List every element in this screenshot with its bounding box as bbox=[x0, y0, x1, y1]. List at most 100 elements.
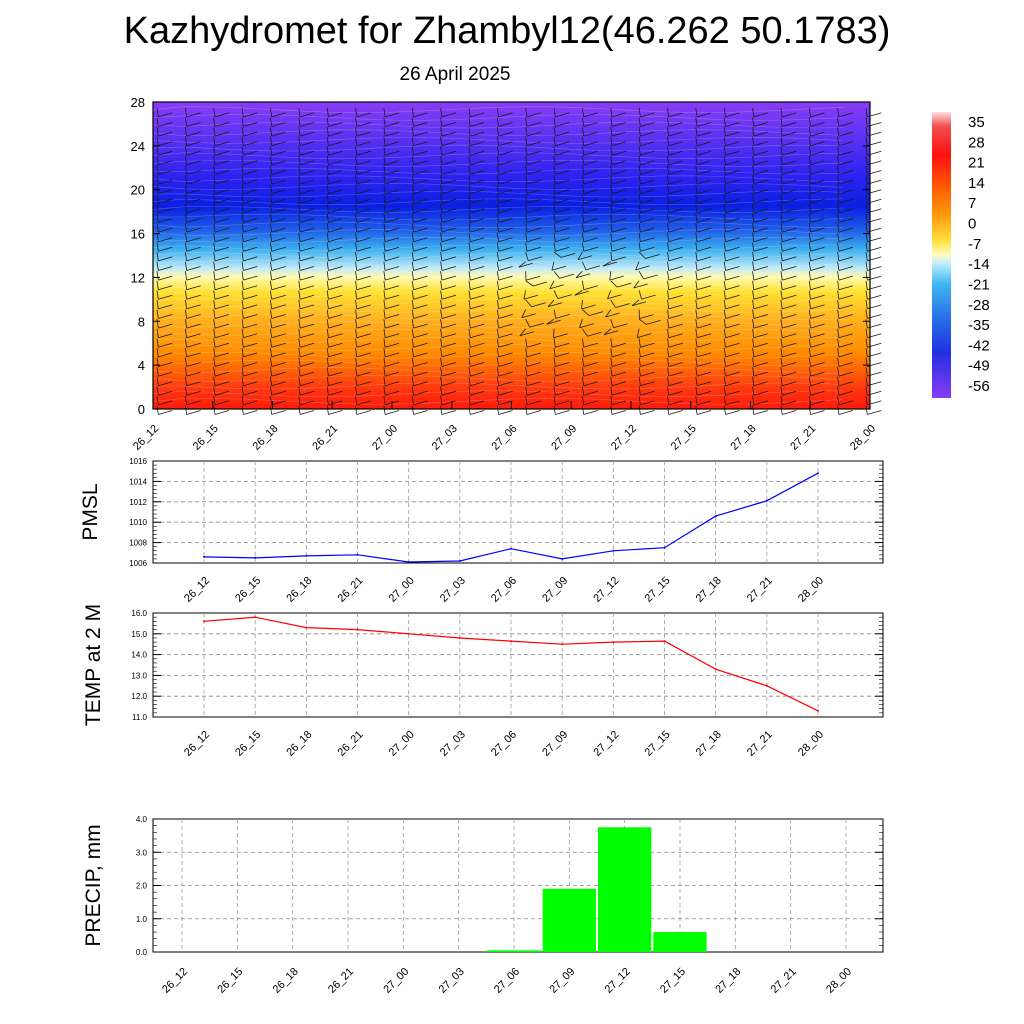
wind-barb bbox=[185, 184, 201, 195]
wind-barb bbox=[270, 251, 286, 262]
wind-barb bbox=[468, 242, 485, 252]
wind-barb bbox=[270, 136, 286, 147]
wind-barb bbox=[695, 184, 712, 195]
wind-barb bbox=[355, 251, 371, 262]
wind-barb bbox=[723, 338, 740, 348]
contour-line bbox=[152, 313, 844, 321]
wind-barb bbox=[440, 136, 457, 147]
wind-barb bbox=[837, 194, 854, 204]
wind-barb bbox=[723, 175, 740, 185]
wind-barb bbox=[695, 251, 712, 262]
wind-barb bbox=[383, 136, 400, 147]
wind-barb bbox=[440, 395, 457, 406]
wind-barb bbox=[780, 107, 797, 118]
heat-x-tick-label: 26_15 bbox=[191, 423, 221, 453]
wind-barb bbox=[579, 319, 594, 329]
y-tick-label: 1014 bbox=[129, 477, 147, 486]
wind-barb bbox=[241, 386, 258, 396]
y-tick-label: 3.0 bbox=[136, 848, 148, 857]
wind-barb bbox=[752, 223, 768, 233]
wind-barb bbox=[298, 117, 315, 127]
wind-barb bbox=[383, 309, 400, 319]
wind-barb bbox=[383, 271, 400, 281]
precip-panel: 0.0 1.0 2.0 3.0 4.0 26_12 26_15 26_18 26_21 27_00… bbox=[82, 815, 884, 996]
wind-barb bbox=[752, 347, 768, 358]
wind-barb bbox=[411, 386, 428, 396]
wind-barb bbox=[525, 242, 542, 252]
wind-barb bbox=[440, 165, 457, 175]
wind-barb bbox=[638, 136, 655, 147]
wind-barb bbox=[808, 146, 825, 156]
wind-barb bbox=[156, 155, 173, 166]
wind-barb bbox=[213, 271, 230, 281]
wind-barb bbox=[667, 261, 683, 271]
wind-barb bbox=[298, 328, 315, 339]
wind-barb bbox=[241, 107, 258, 118]
wind-barb bbox=[638, 232, 655, 243]
wind-barb bbox=[808, 203, 825, 214]
wind-barb bbox=[865, 405, 882, 415]
wind-barb bbox=[440, 232, 457, 243]
wind-barb bbox=[780, 376, 797, 387]
wind-barb bbox=[355, 155, 371, 166]
wind-barb bbox=[298, 194, 315, 204]
series-point bbox=[254, 556, 257, 559]
wind-barb bbox=[610, 155, 627, 166]
y-tick-label: 4.0 bbox=[136, 815, 148, 824]
wind-barb bbox=[411, 194, 428, 204]
wind-barb bbox=[610, 299, 630, 308]
wind-barb bbox=[610, 117, 627, 127]
wind-barb bbox=[440, 405, 457, 415]
wind-barb bbox=[808, 165, 825, 175]
wind-barb bbox=[837, 395, 854, 406]
wind-barb bbox=[468, 319, 485, 329]
wind-barb bbox=[582, 232, 598, 243]
x-tick-label: 28_00 bbox=[824, 966, 854, 996]
series-point bbox=[203, 620, 205, 623]
wind-barb bbox=[752, 107, 768, 118]
wind-barb bbox=[752, 136, 768, 147]
wind-barb bbox=[326, 251, 343, 262]
wind-barb bbox=[752, 261, 768, 271]
y-tick-label: 1006 bbox=[129, 559, 147, 568]
series-point bbox=[714, 515, 717, 518]
heat-x-tick-label: 27_00 bbox=[370, 423, 400, 453]
y-tick-label: 1.0 bbox=[136, 915, 148, 924]
wind-barb bbox=[837, 309, 854, 319]
wind-barb bbox=[468, 107, 485, 118]
wind-barb bbox=[582, 107, 598, 118]
wind-barb bbox=[411, 146, 428, 156]
x-tick-label: 26_21 bbox=[336, 575, 366, 605]
wind-barb bbox=[298, 261, 315, 271]
wind-barb bbox=[496, 376, 513, 387]
wind-barb bbox=[695, 290, 712, 300]
wind-barb bbox=[440, 357, 457, 367]
wind-barb bbox=[411, 280, 428, 291]
x-tick-label: 27_00 bbox=[387, 729, 417, 759]
wind-barb bbox=[610, 223, 627, 233]
wind-barb bbox=[185, 338, 201, 348]
series-point bbox=[254, 616, 257, 619]
wind-barb bbox=[582, 203, 598, 214]
wind-barb bbox=[553, 357, 570, 367]
wind-barb bbox=[752, 338, 768, 348]
x-tick-label: 27_03 bbox=[437, 966, 467, 996]
wind-barb bbox=[298, 242, 315, 252]
wind-barb bbox=[837, 223, 854, 233]
heat-y-tick-label: 0 bbox=[138, 402, 145, 417]
wind-barb bbox=[780, 280, 797, 291]
wind-barb bbox=[638, 405, 655, 415]
wind-barb bbox=[610, 357, 627, 367]
wind-barb bbox=[752, 309, 768, 319]
wind-barb bbox=[553, 165, 570, 175]
wind-barb bbox=[241, 357, 258, 367]
wind-barb bbox=[298, 127, 315, 137]
wind-barb bbox=[551, 261, 567, 271]
wind-barb bbox=[440, 376, 457, 387]
wind-barb bbox=[185, 165, 201, 175]
wind-barb bbox=[156, 194, 173, 204]
wind-barb bbox=[638, 386, 655, 396]
wind-barb bbox=[270, 203, 286, 214]
wind-barb bbox=[270, 328, 286, 339]
wind-barb bbox=[667, 127, 683, 137]
